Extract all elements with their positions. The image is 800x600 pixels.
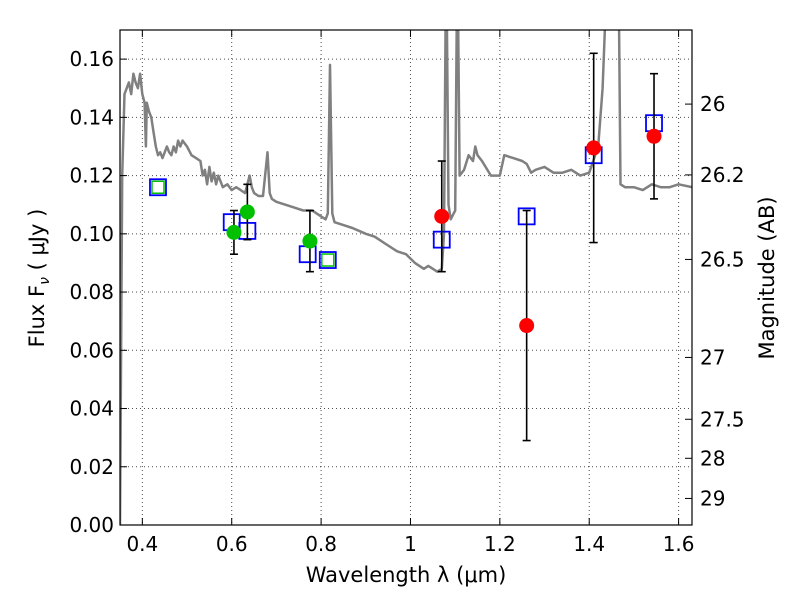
observed-flux-point <box>586 140 602 156</box>
x-tick-label: 0.4 <box>126 532 158 556</box>
plot-background <box>120 30 692 525</box>
model-flux-square <box>318 251 337 269</box>
x-axis-ticks: 0.4 0.6 0.8 1 1.2 1.4 1.6 <box>126 30 695 556</box>
y-tick-label: 0.08 <box>69 280 114 304</box>
model-flux-square <box>149 178 167 197</box>
x-tick-label: 1.6 <box>663 532 695 556</box>
y-axis-label: Flux Fν ( μJy ) <box>25 209 53 348</box>
green-square-marker <box>151 180 165 194</box>
y-tick-label: 0.06 <box>69 338 114 362</box>
model-spectrum-line <box>120 30 692 525</box>
right-tick-label: 27.5 <box>700 407 745 431</box>
green-square-marker <box>321 253 335 267</box>
x-tick-label: 1.2 <box>484 532 516 556</box>
y-tick-label: 0.14 <box>69 105 114 129</box>
right-tick-label: 29 <box>700 486 725 510</box>
observed-flux-point <box>434 208 450 224</box>
right-tick-label: 28 <box>700 446 725 470</box>
y-tick-label: 0.00 <box>69 513 114 537</box>
right-tick-label: 26.5 <box>700 247 745 271</box>
right-tick-label: 26.2 <box>700 163 745 187</box>
observed-flux-point <box>519 318 535 334</box>
y-axis-label-main: Flux F <box>25 285 49 347</box>
y-tick-label: 0.10 <box>69 222 114 246</box>
data-layer <box>120 30 692 525</box>
observed-flux-point <box>646 128 662 144</box>
y-tick-label: 0.02 <box>69 455 114 479</box>
right-axis-label: Magnitude (AB) <box>755 196 779 359</box>
x-tick-label: 0.6 <box>216 532 248 556</box>
observed-flux-point <box>239 204 255 220</box>
y-axis-label-subscript: ν <box>37 277 53 285</box>
right-axis-ticks: 26 26.2 26.5 27 27.5 28 29 <box>685 92 745 510</box>
y-tick-label: 0.12 <box>69 164 114 188</box>
plot-frame <box>119 29 693 526</box>
right-tick-label: 26 <box>700 92 725 116</box>
x-axis-label: Wavelength λ (μm) <box>306 563 507 587</box>
y-axis-label-unit: ( μJy ) <box>25 209 49 277</box>
x-tick-label: 0.8 <box>305 532 337 556</box>
right-tick-label: 27 <box>700 345 725 369</box>
y-tick-label: 0.04 <box>69 397 114 421</box>
observed-flux-point <box>226 224 242 240</box>
x-tick-label: 1.4 <box>573 532 605 556</box>
x-tick-label: 1 <box>404 532 417 556</box>
y-tick-label: 0.16 <box>69 47 114 71</box>
observed-flux-point <box>302 233 318 249</box>
y-axis-ticks: 0.00 0.02 0.04 0.06 0.08 0.10 0.12 0.14 0.16 <box>69 47 127 537</box>
